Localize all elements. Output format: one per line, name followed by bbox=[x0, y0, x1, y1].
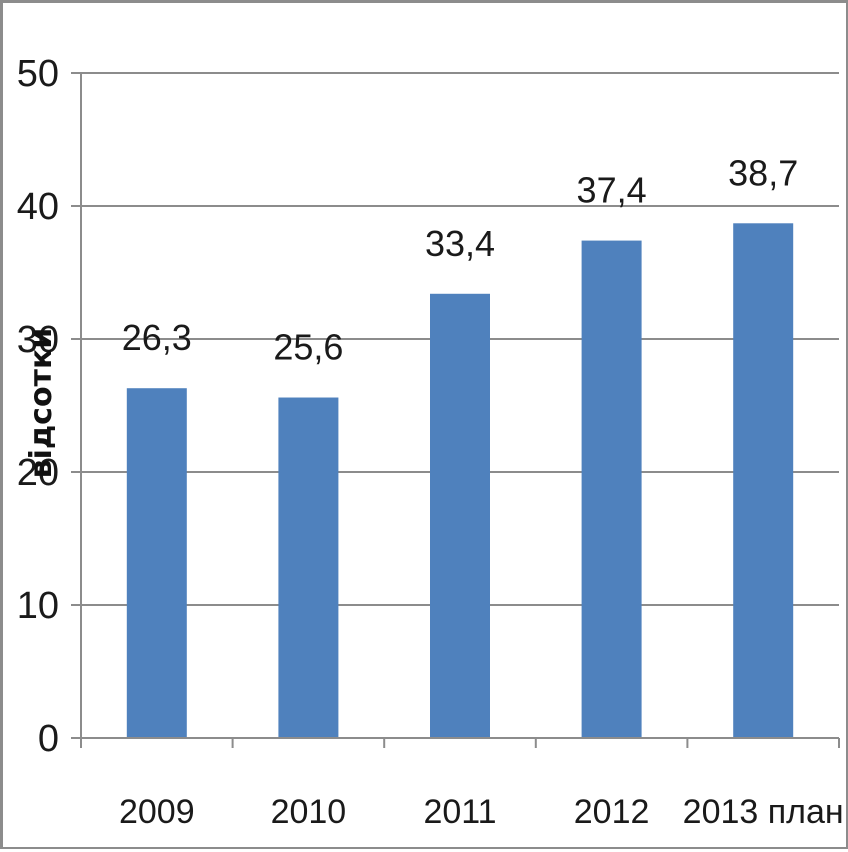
bar bbox=[278, 397, 339, 738]
bar bbox=[126, 388, 187, 738]
bar bbox=[581, 240, 642, 738]
x-category-label: 2013 план bbox=[683, 793, 844, 831]
bar bbox=[430, 293, 490, 738]
y-tick-label: 30 bbox=[17, 319, 59, 361]
data-label: 37,4 bbox=[577, 170, 647, 211]
y-tick-label: 10 bbox=[17, 585, 59, 627]
bar bbox=[733, 223, 794, 739]
x-category-label: 2011 bbox=[423, 793, 496, 831]
x-category-label: 2012 bbox=[574, 793, 650, 831]
y-tick-label: 20 bbox=[17, 452, 59, 494]
data-label: 33,4 bbox=[425, 223, 495, 264]
y-tick-label: 40 bbox=[17, 186, 59, 228]
y-tick-label: 50 bbox=[17, 53, 59, 95]
x-category-label: 2009 bbox=[119, 793, 195, 831]
data-label: 38,7 bbox=[728, 152, 798, 193]
data-label: 26,3 bbox=[122, 317, 192, 358]
x-category-label: 2010 bbox=[271, 793, 347, 831]
data-label: 25,6 bbox=[273, 327, 343, 368]
y-axis-label: відсотки bbox=[24, 328, 59, 479]
axes bbox=[71, 72, 840, 748]
bars bbox=[126, 223, 794, 739]
bar-chart: 0 10 20 30 40 50 26,3 2009 25,6 2010 33,4 2011 37,4 2… bbox=[17, 53, 844, 831]
labels: 0 10 20 30 40 50 26,3 2009 25,6 2010 33,4 2011 37,4 2… bbox=[17, 53, 844, 831]
y-tick-label: 0 bbox=[38, 718, 59, 760]
